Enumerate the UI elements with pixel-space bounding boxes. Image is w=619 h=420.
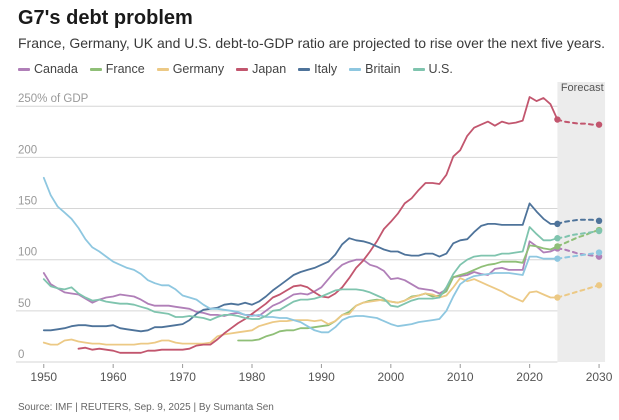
series-line-germany — [42, 277, 559, 346]
forecast-label: Forecast — [561, 82, 604, 94]
forecast-line-britain — [556, 251, 601, 260]
series-line-japan — [77, 96, 559, 354]
x-tick-label: 2030 — [586, 370, 613, 384]
point-2024-germany — [554, 294, 561, 301]
point-2030-germany — [595, 282, 603, 289]
legend-item: Japan — [236, 62, 286, 76]
point-2030-japan — [595, 121, 603, 128]
legend-label: U.S. — [428, 62, 453, 76]
series-line-u-s — [42, 226, 559, 321]
chart-title: G7's debt problem — [18, 7, 193, 29]
x-tick-label: 1950 — [30, 370, 57, 384]
legend-swatch — [89, 67, 102, 71]
legend-label: Canada — [34, 62, 78, 76]
point-2030-britain — [595, 249, 603, 256]
legend-swatch — [412, 67, 425, 71]
legend-swatch — [18, 67, 30, 71]
legend: Canada France Germany Japan Italy Britain U.S. — [18, 62, 453, 76]
forecast-line-france — [556, 229, 601, 248]
legend-label: Italy — [314, 62, 338, 76]
point-2024-u-s — [554, 235, 561, 242]
y-tick-label: 100 — [18, 247, 37, 259]
forecast-line-italy — [556, 218, 601, 225]
point-2024-italy — [554, 220, 561, 228]
legend-item: Italy — [298, 62, 337, 76]
legend-swatch — [156, 67, 169, 71]
y-tick-label: 150 — [18, 196, 37, 208]
chart-subtitle: France, Germany, UK and U.S. debt-to-GDP… — [18, 35, 605, 51]
y-tick-label: 0 — [18, 349, 24, 361]
y-tick-label: 50 — [18, 298, 31, 310]
x-tick-label: 1960 — [100, 370, 127, 384]
legend-item: France — [89, 62, 145, 76]
legend-label: Britain — [365, 62, 401, 76]
forecast-line-japan — [556, 118, 601, 126]
forecast-line-germany — [556, 284, 601, 299]
legend-swatch — [236, 67, 249, 71]
legend-item: U.S. — [412, 62, 453, 76]
point-2030-u-s — [595, 227, 603, 235]
series-line-canada — [42, 240, 559, 317]
legend-label: Japan — [252, 62, 287, 76]
point-2024-france — [554, 243, 561, 250]
legend-item: Canada — [18, 62, 78, 76]
point-2030-italy — [595, 217, 603, 225]
source-note: Source: IMF | REUTERS, Sep. 9, 2025 | By… — [18, 402, 274, 413]
y-tick-label: 250% of GDP — [18, 93, 89, 105]
forecast-line-canada — [556, 247, 601, 258]
x-tick-label: 1970 — [169, 370, 196, 384]
legend-label: France — [105, 62, 145, 76]
y-tick-label: 200 — [18, 144, 37, 156]
point-2024-japan — [554, 116, 561, 123]
legend-label: Germany — [172, 62, 225, 76]
series-line-italy — [42, 202, 559, 333]
forecast-line-u-s — [556, 230, 601, 240]
point-2024-britain — [554, 255, 561, 262]
x-tick-label: 2010 — [447, 370, 474, 384]
legend-swatch — [349, 67, 362, 71]
legend-item: Britain — [349, 62, 401, 76]
x-tick-label: 1980 — [239, 370, 266, 384]
series-line-britain — [42, 176, 559, 334]
x-tick-label: 2020 — [516, 370, 543, 384]
x-tick-label: 1990 — [308, 370, 335, 384]
legend-item: Germany — [156, 62, 225, 76]
legend-swatch — [298, 67, 311, 71]
x-tick-label: 2000 — [377, 370, 404, 384]
